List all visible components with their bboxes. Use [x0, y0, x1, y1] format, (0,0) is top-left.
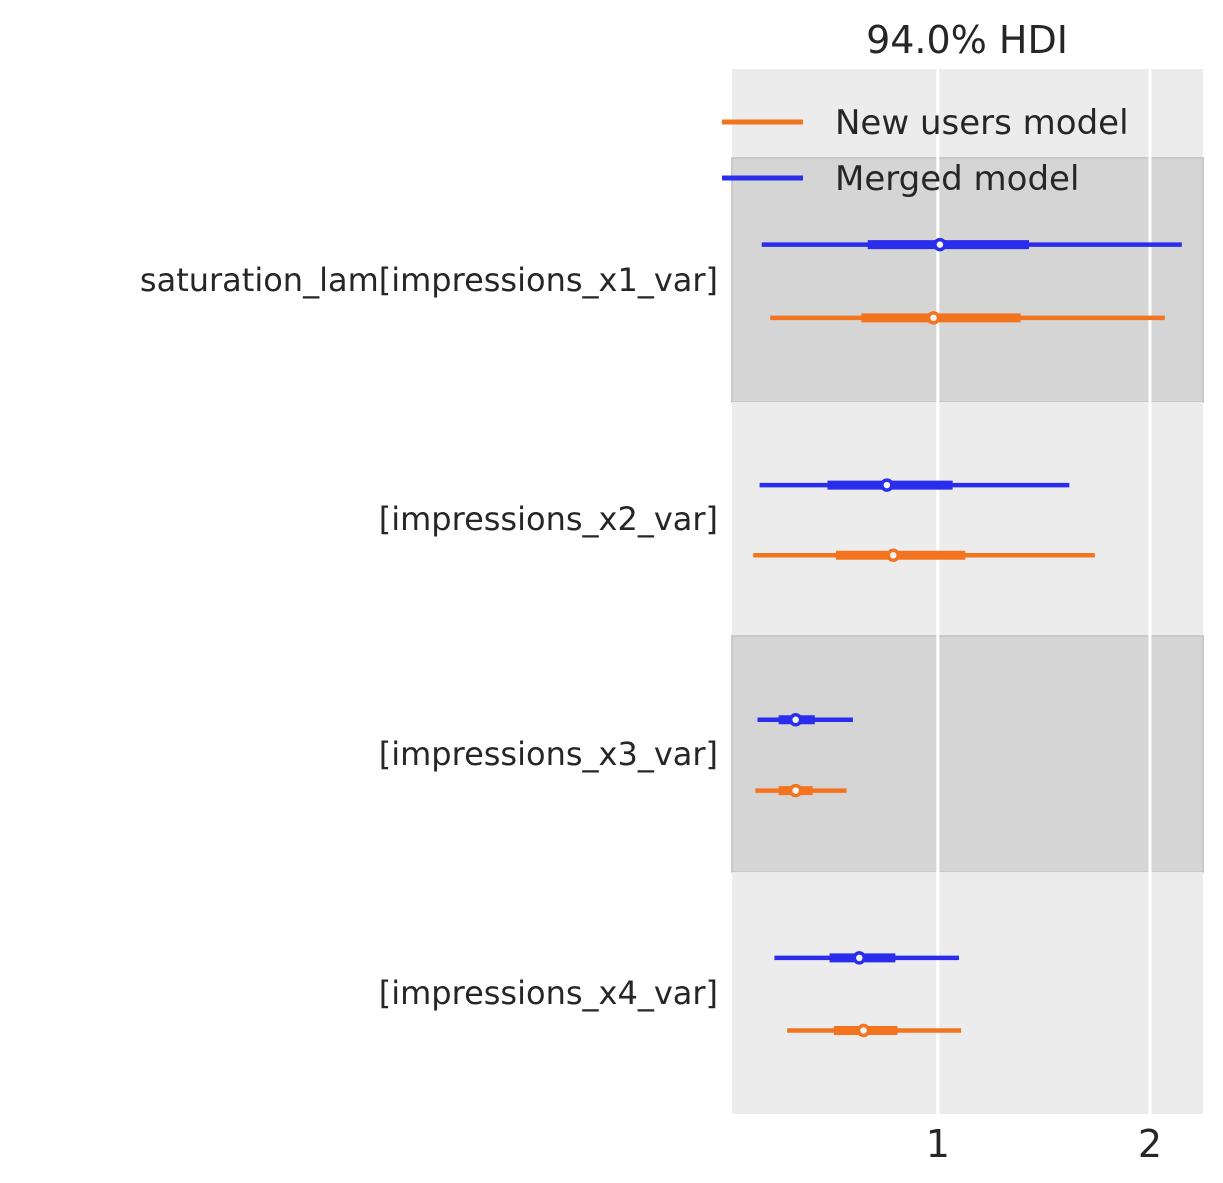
forest-rows-group: [753, 237, 1182, 1038]
y-axis-row-label: [impressions_x2_var]: [379, 500, 718, 538]
legend: New users model Merged model: [722, 103, 1129, 199]
background-band-light: [732, 872, 1203, 1114]
forest-row: [753, 478, 1095, 563]
y-axis-labels: saturation_lam[impressions_x1_var] [impre…: [140, 261, 718, 1012]
y-axis-row-label: [impressions_x3_var]: [379, 735, 718, 773]
plot-bands-group: [731, 69, 1204, 1114]
forest-row: [755, 713, 853, 798]
median-marker: [926, 311, 941, 325]
legend-label: Merged model: [835, 159, 1079, 199]
median-marker: [788, 713, 803, 727]
median-marker: [788, 783, 803, 798]
legend-entry: Merged model: [722, 159, 1079, 199]
forest-row: [761, 237, 1182, 325]
background-band-light: [732, 69, 1203, 158]
median-marker: [886, 548, 900, 563]
y-axis-row-label: saturation_lam[impressions_x1_var]: [140, 261, 718, 299]
background-band-light: [732, 402, 1203, 636]
legend-entry: New users model: [722, 103, 1129, 143]
background-band-dark: [731, 157, 1204, 403]
x-tick-label: 2: [1138, 1122, 1162, 1166]
legend-label: New users model: [835, 103, 1129, 143]
x-tick-label: 1: [926, 1122, 950, 1166]
median-marker: [880, 478, 894, 492]
median-marker: [852, 951, 867, 965]
plot-title: 94.0% HDI: [866, 18, 1068, 62]
forest-row: [774, 951, 962, 1038]
background-band-dark: [731, 635, 1204, 873]
y-axis-row-label: [impressions_x4_var]: [379, 974, 718, 1012]
median-marker: [933, 237, 947, 252]
median-marker: [856, 1023, 871, 1038]
